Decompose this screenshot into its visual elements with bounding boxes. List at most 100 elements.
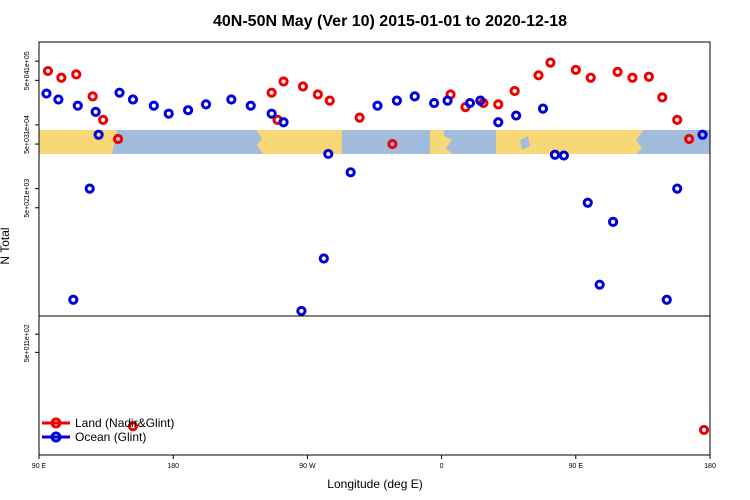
land-point [672, 114, 683, 125]
y-tick-label: 5e+02 [24, 198, 31, 218]
map-land-asia [496, 130, 644, 154]
land-point [643, 71, 654, 82]
ocean-point [464, 97, 476, 109]
y-tick-label: 1e+02 [24, 324, 31, 344]
land-point [533, 70, 544, 81]
legend-ocean-marker [50, 431, 62, 443]
land-point [570, 64, 581, 75]
y-tick-label: 1e+05 [24, 51, 31, 71]
land-point [278, 76, 289, 87]
y-tick-label: 5e+04 [24, 70, 31, 90]
x-axis-label: Longitude (deg E) [327, 477, 422, 491]
ocean-point [549, 149, 561, 160]
ocean-point [672, 183, 683, 194]
land-point [545, 57, 556, 68]
land-point [698, 424, 710, 436]
ocean-point [114, 87, 125, 98]
world-map-strip [39, 130, 710, 154]
map-land-pacific-nw [39, 130, 117, 154]
x-axis-ticks: 90 E 180 90 W 0 90 E 180 [32, 455, 716, 470]
land-point [585, 72, 596, 83]
ocean-point [68, 294, 79, 305]
land-point [112, 133, 124, 145]
x-tick-label: 90 W [299, 463, 316, 470]
land-point [98, 114, 109, 125]
ocean-point [148, 100, 159, 111]
ocean-point [163, 108, 174, 119]
land-point [627, 72, 638, 83]
y-tick-label: 5e+03 [24, 134, 31, 154]
ocean-point [84, 183, 95, 194]
land-point [509, 85, 520, 97]
ocean-point [183, 105, 194, 116]
legend-land-label: Land (Nadir&Glint) [75, 416, 174, 430]
map-land-europe [430, 130, 444, 154]
ocean-point [200, 99, 212, 110]
y-tick-label: 5e+01 [24, 342, 31, 362]
ocean-point [72, 100, 83, 111]
land-point [657, 92, 668, 103]
land-point [387, 138, 398, 150]
x-tick-label: 180 [704, 463, 716, 470]
ocean-point [558, 150, 569, 161]
map-coast-7 [636, 130, 644, 154]
ocean-point [442, 95, 453, 106]
map-coast-5 [489, 130, 497, 154]
ocean-point [594, 279, 605, 290]
map-coast-6 [520, 136, 530, 150]
ocean-point [266, 108, 277, 119]
ocean-point [226, 94, 237, 105]
ocean-point [278, 117, 289, 128]
land-point [493, 99, 504, 110]
ocean-point [391, 95, 402, 106]
land-point [297, 81, 309, 92]
map-coast-4 [444, 136, 452, 154]
x-tick-label: 180 [167, 463, 179, 470]
chart-title: 40N-50N May (Ver 10) 2015-01-01 to 2020-… [213, 13, 567, 30]
land-point [71, 69, 82, 80]
data-points [41, 57, 710, 436]
x-tick-label: 90 E [32, 463, 47, 470]
ocean-point [41, 88, 52, 99]
land-point [312, 89, 323, 100]
ocean-point [127, 94, 139, 105]
land-point [266, 87, 277, 98]
plot-frame [38, 41, 711, 456]
ocean-point [429, 97, 440, 109]
ocean-point [697, 129, 708, 140]
legend-land-marker [50, 417, 62, 429]
land-point [684, 133, 695, 145]
ocean-point [493, 117, 504, 128]
ocean-point [661, 294, 672, 305]
land-point [127, 421, 139, 432]
ocean-point [296, 305, 307, 317]
ocean-point [90, 106, 101, 117]
ocean-point [537, 103, 549, 114]
x-tick-label: 90 E [569, 463, 584, 470]
land-point [87, 91, 98, 102]
ocean-point [582, 197, 593, 208]
land-point [56, 72, 67, 83]
ocean-point [53, 94, 64, 105]
legend-ocean-label: Ocean (Glint) [75, 430, 146, 444]
ocean-point [607, 216, 619, 227]
ocean-point [409, 91, 420, 102]
land-point [354, 112, 365, 123]
ocean-point [511, 110, 522, 121]
y-tick-label: 1e+04 [24, 115, 31, 135]
map-coast-2 [256, 130, 263, 154]
legend: Land (Nadir&Glint) Ocean (Glint) [42, 416, 174, 444]
land-point [42, 65, 54, 77]
ocean-point [93, 129, 104, 140]
ocean-point [475, 95, 486, 106]
y-axis-label: N Total [0, 227, 12, 264]
ocean-point [372, 100, 383, 111]
ocean-point [323, 148, 334, 160]
ocean-point [245, 100, 256, 111]
land-point [324, 95, 335, 106]
x-tick-label: 0 [440, 463, 444, 470]
ocean-point [345, 167, 356, 178]
land-point [612, 66, 623, 77]
